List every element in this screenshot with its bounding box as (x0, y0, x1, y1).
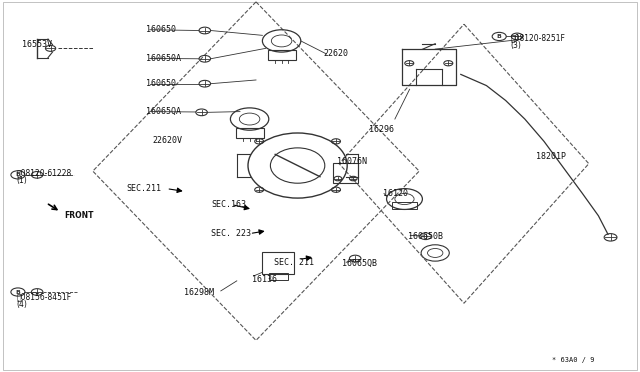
Text: B: B (497, 34, 502, 39)
Text: 16298M: 16298M (184, 288, 214, 297)
Text: 16065QA: 16065QA (146, 107, 181, 116)
Text: 160650A: 160650A (146, 54, 181, 62)
Bar (269, 273, 288, 280)
Text: (4): (4) (17, 300, 28, 309)
Text: B: B (15, 172, 20, 177)
Text: Ⓑ08156-8451F: Ⓑ08156-8451F (17, 293, 72, 302)
Text: SEC.163: SEC.163 (211, 200, 246, 209)
Text: 16076N: 16076N (337, 157, 367, 166)
Text: * 63A0 / 9: * 63A0 / 9 (552, 357, 594, 363)
Text: 22620V: 22620V (152, 136, 182, 145)
Text: 16120: 16120 (383, 189, 408, 198)
Text: B: B (15, 289, 20, 295)
Text: SEC.211: SEC.211 (127, 184, 162, 193)
Bar (392, 202, 417, 209)
Text: 160650: 160650 (146, 25, 176, 34)
Text: 16136: 16136 (252, 275, 276, 284)
Text: 16296: 16296 (369, 125, 394, 134)
Text: SEC. 211: SEC. 211 (274, 258, 314, 267)
Text: (1): (1) (17, 176, 28, 185)
Text: Ⓑ08120-61228: Ⓑ08120-61228 (17, 168, 72, 177)
Bar (333, 163, 358, 183)
Text: (3): (3) (511, 41, 522, 49)
Text: 18201P: 18201P (536, 153, 566, 161)
Text: FRONT: FRONT (64, 211, 93, 219)
Text: 16553V: 16553V (22, 40, 52, 49)
Bar (268, 50, 296, 60)
Text: Ⓑ08120-8251F: Ⓑ08120-8251F (511, 33, 566, 42)
Text: 160650B: 160650B (408, 232, 444, 241)
Text: 22620: 22620 (323, 49, 348, 58)
Bar (236, 128, 264, 138)
Text: 160650: 160650 (146, 79, 176, 88)
Text: 16065QB: 16065QB (342, 259, 378, 268)
Bar (262, 252, 294, 274)
Text: SEC. 223: SEC. 223 (211, 229, 252, 238)
